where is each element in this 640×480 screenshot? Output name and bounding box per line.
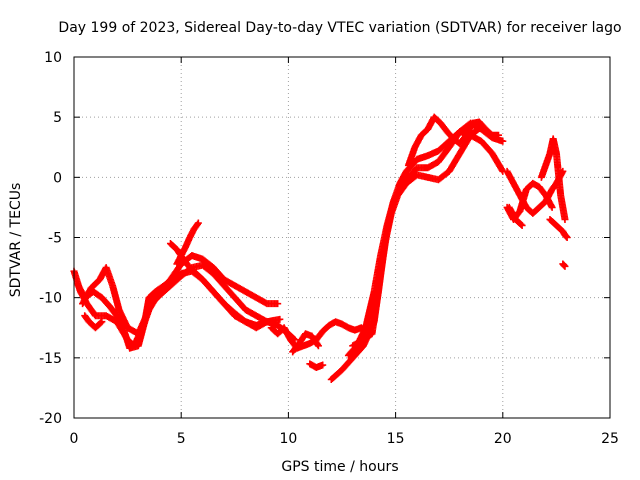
series-track-6: [81, 312, 106, 332]
x-tick-label: 5: [177, 431, 186, 447]
y-tick-label: -5: [48, 231, 62, 247]
grid-lines: [74, 57, 610, 418]
data-point-fill: [193, 220, 201, 228]
y-axis: -20 -15 -10 -5 0 5 10: [39, 50, 610, 427]
data-point-fill: [561, 214, 569, 222]
series-track-4: [166, 240, 271, 329]
data-point-fill: [293, 342, 301, 350]
data-point-fill: [357, 344, 365, 352]
y-tick-label: 0: [53, 170, 62, 186]
series-track-18: [546, 215, 571, 241]
series-track-8: [289, 330, 322, 356]
x-tick-label: 10: [279, 431, 297, 447]
data-point-fill: [313, 339, 321, 347]
data-point-fill: [193, 221, 201, 229]
x-tick-label: 20: [494, 431, 512, 447]
series-track-5: [173, 219, 202, 268]
data-point-fill: [274, 316, 282, 324]
chart-title: Day 199 of 2023, Sidereal Day-to-day VTE…: [58, 20, 621, 36]
series-track-16: [537, 135, 569, 223]
series-track-13: [404, 113, 503, 169]
data-point-fill: [461, 134, 469, 142]
x-tick-label: 15: [387, 431, 405, 447]
data-point-fill: [517, 220, 525, 228]
data-point-fill: [186, 253, 194, 261]
data-points: [70, 113, 571, 383]
data-point-fill: [443, 169, 451, 177]
series-track-19: [559, 260, 569, 270]
x-axis: 0 5 10 15 20 25: [70, 57, 619, 447]
data-point-fill: [516, 219, 524, 227]
data-point-fill: [560, 262, 568, 270]
series-track-3: [79, 252, 282, 338]
data-point-fill: [317, 362, 325, 370]
y-axis-label: SDTVAR / TECUs: [8, 183, 24, 298]
x-axis-label: GPS time / hours: [281, 459, 398, 475]
data-point-fill: [493, 131, 501, 139]
data-point-fill: [498, 166, 506, 174]
y-tick-label: 5: [53, 110, 62, 126]
data-point-fill: [97, 319, 105, 327]
y-tick-label: -15: [39, 351, 62, 367]
data-point-fill: [540, 189, 548, 197]
data-point-fill: [314, 341, 322, 349]
y-tick-label: 10: [44, 50, 62, 66]
data-point-fill: [272, 300, 280, 308]
x-tick-label: 0: [70, 431, 79, 447]
data-point-fill: [562, 233, 570, 241]
x-tick-label: 25: [601, 431, 619, 447]
data-point-fill: [411, 173, 419, 181]
data-point-fill: [443, 146, 451, 154]
data-point-fill: [454, 130, 462, 138]
data-point-fill: [96, 320, 104, 328]
data-point-fill: [262, 318, 270, 326]
data-point-fill: [547, 202, 555, 210]
y-tick-label: -20: [39, 411, 62, 427]
series-track-9: [306, 360, 327, 371]
series-track-17: [505, 203, 526, 229]
data-point-fill: [497, 137, 505, 145]
y-tick-label: -10: [39, 291, 62, 307]
